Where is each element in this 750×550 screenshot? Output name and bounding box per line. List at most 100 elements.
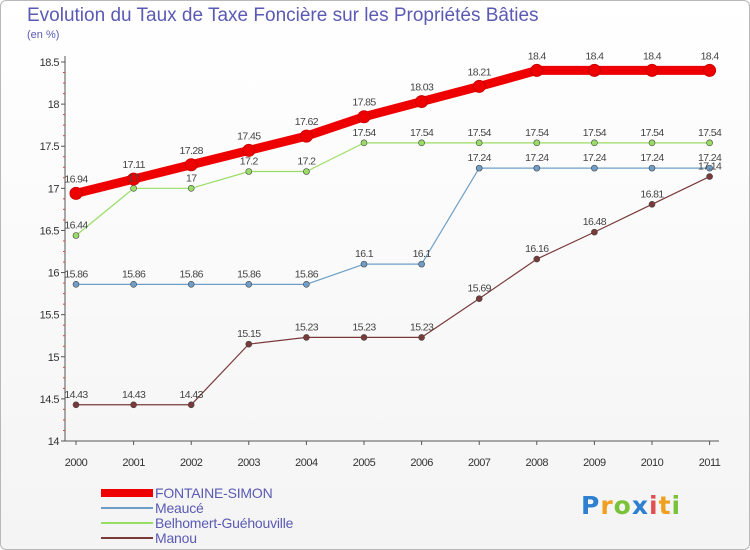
series-point [475, 295, 483, 302]
y-tick-label: 18 [48, 99, 60, 111]
series-point [72, 281, 80, 288]
series-point [72, 401, 80, 409]
series-point [303, 281, 310, 288]
data-label: 18.4 [701, 50, 720, 62]
series-point [127, 172, 141, 186]
series-point [648, 139, 656, 147]
series-lines [71, 65, 715, 406]
series-line-0 [71, 65, 715, 198]
series-point [187, 185, 195, 192]
series-point [245, 168, 253, 175]
data-label: 16.1 [413, 248, 432, 260]
x-tick-label: 2003 [238, 457, 261, 469]
data-label: 16.48 [583, 216, 607, 228]
legend-label: Meaucé [155, 499, 204, 516]
logo-letter: P [581, 491, 601, 520]
logo-letter: x [631, 491, 649, 520]
series-point [706, 173, 713, 180]
series-line-2 [75, 142, 711, 237]
data-label: 17.2 [240, 155, 259, 167]
series-point [533, 139, 541, 147]
series-point [706, 139, 713, 147]
data-label: 15.69 [468, 283, 492, 295]
data-label: 17 [186, 172, 197, 184]
series-point [706, 164, 713, 172]
legend-swatch [101, 521, 153, 524]
data-label: 15.23 [295, 321, 319, 333]
series-point [130, 281, 137, 288]
data-label: 16.81 [640, 188, 664, 200]
data-label: 17.54 [525, 127, 549, 139]
data-label: 14.43 [64, 389, 88, 401]
series-point [648, 201, 656, 208]
legend-label: Manou [155, 529, 197, 546]
data-label: 15.23 [352, 321, 376, 333]
data-label: 17.54 [640, 127, 664, 139]
data-label: 14.43 [122, 389, 146, 401]
series-point [245, 281, 253, 288]
series-point [591, 228, 598, 236]
data-label: 17.54 [468, 127, 492, 139]
legend-label: Belhomert-Guéhouville [155, 514, 294, 531]
data-label: 17.14 [698, 161, 722, 173]
data-label: 17.45 [237, 130, 261, 142]
series-point [72, 232, 80, 239]
data-label: 16.94 [64, 173, 88, 185]
x-tick-label: 2005 [353, 457, 376, 469]
data-label: 18.4 [528, 50, 547, 62]
data-label: 17.54 [698, 127, 722, 139]
data-label: 15.15 [237, 328, 261, 340]
data-label: 16.16 [525, 243, 549, 255]
logo-letter: i [649, 491, 659, 520]
data-label: 14.43 [180, 389, 204, 401]
series-point [357, 110, 371, 124]
data-label: 18.4 [643, 50, 662, 62]
legend-swatch [101, 488, 153, 497]
data-label: 15.86 [180, 268, 204, 280]
series-point [418, 139, 425, 147]
x-tick-label: 2001 [122, 457, 145, 469]
series-point [303, 168, 310, 175]
data-label: 17.54 [352, 127, 376, 139]
series-markers [69, 63, 717, 409]
series-point [360, 260, 368, 268]
x-tick-label: 2000 [65, 457, 88, 469]
data-label: 17.24 [468, 152, 492, 164]
x-tick-label: 2011 [699, 457, 721, 469]
logo-letter: r [600, 491, 614, 520]
y-tick-label: 14.5 [40, 394, 60, 406]
series-point [475, 164, 483, 172]
x-tick-label: 2010 [641, 457, 664, 469]
series-point [245, 340, 253, 348]
legend: FONTAINE-SIMON Meaucé Belhomert-Guéhouvill… [101, 485, 294, 546]
data-label: 18.21 [468, 66, 492, 78]
data-label: 15.23 [410, 321, 434, 333]
series-point [69, 186, 83, 200]
series-point [130, 185, 137, 192]
y-tick-label: 15 [48, 352, 60, 364]
data-label: 18.03 [410, 82, 434, 94]
series-point [187, 401, 195, 409]
series-point [303, 334, 310, 341]
series-point [533, 255, 541, 263]
series-point [645, 63, 659, 77]
series-labels: 14.43 14.43 14.43 15.15 15.23 15.23 15.23 15.69… [64, 50, 722, 400]
data-label: 18.4 [585, 50, 604, 62]
series-point [187, 281, 195, 288]
data-label: 15.86 [122, 268, 146, 280]
y-tick-label: 16 [48, 268, 60, 280]
series-point [360, 139, 368, 147]
legend-swatch [101, 506, 153, 509]
series-point [360, 334, 368, 341]
data-label: 17.54 [410, 127, 434, 139]
series-point [475, 139, 483, 147]
y-tick-label: 17.5 [40, 141, 60, 153]
data-label: 17.24 [640, 152, 664, 164]
series-point [533, 164, 541, 172]
data-label: 17.24 [583, 152, 607, 164]
axes: 14 14.5 15 15.5 16 16.5 17 17.5 18 18.5 2000 2001 20… [40, 56, 721, 469]
logo-letter: i [671, 491, 682, 520]
x-tick-label: 2009 [583, 457, 606, 469]
